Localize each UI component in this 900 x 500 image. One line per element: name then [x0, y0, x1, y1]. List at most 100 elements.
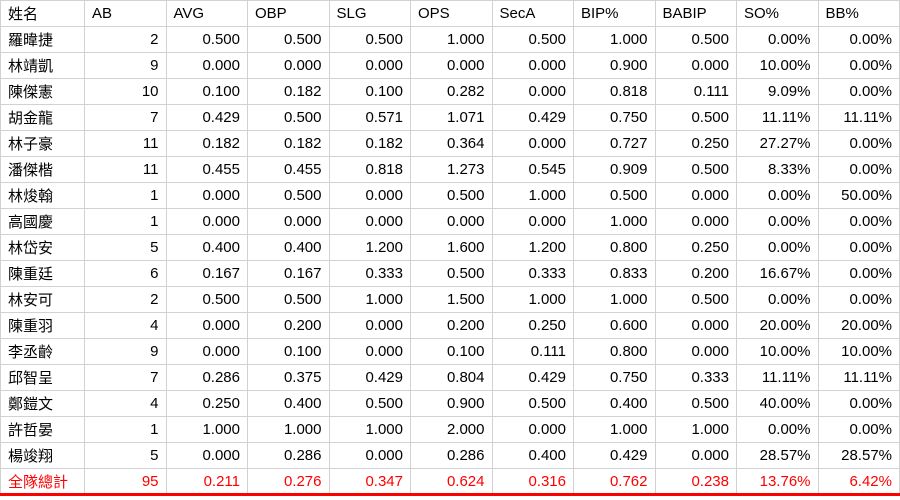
stat-cell[interactable]: 0.00%: [817, 52, 900, 79]
stat-cell[interactable]: 0.500: [654, 26, 737, 53]
stat-cell[interactable]: 0.00%: [817, 234, 900, 261]
stat-cell[interactable]: 9: [84, 52, 167, 79]
stat-cell[interactable]: 0.182: [328, 130, 411, 157]
stat-cell[interactable]: 0.100: [165, 78, 248, 105]
stat-cell[interactable]: 0.000: [654, 208, 737, 235]
stat-cell[interactable]: 0.333: [491, 260, 574, 287]
stat-cell[interactable]: 9.09%: [736, 78, 819, 105]
stat-cell[interactable]: 0.600: [573, 312, 656, 339]
stat-cell[interactable]: 0.182: [247, 78, 330, 105]
stat-cell[interactable]: 0.000: [165, 182, 248, 209]
stat-cell[interactable]: 0.100: [247, 338, 330, 365]
stat-cell[interactable]: 0.250: [165, 390, 248, 417]
player-name-cell[interactable]: 林焌翰: [0, 182, 85, 209]
player-name-cell[interactable]: 邱智呈: [0, 364, 85, 391]
stat-cell[interactable]: 0.000: [328, 312, 411, 339]
stat-cell[interactable]: 0.167: [165, 260, 248, 287]
stat-cell[interactable]: 0.00%: [817, 156, 900, 183]
stat-cell[interactable]: 0.000: [165, 52, 248, 79]
stat-cell[interactable]: 1.000: [410, 26, 493, 53]
stat-cell[interactable]: 0.111: [654, 78, 737, 105]
stat-cell[interactable]: 0.000: [328, 52, 411, 79]
stat-cell[interactable]: 0.400: [247, 234, 330, 261]
team-total-stat-cell[interactable]: 0.347: [328, 468, 411, 496]
stat-cell[interactable]: 16.67%: [736, 260, 819, 287]
stat-cell[interactable]: 0.364: [410, 130, 493, 157]
team-total-stat-cell[interactable]: 0.316: [491, 468, 574, 496]
stat-cell[interactable]: 0.250: [491, 312, 574, 339]
stat-cell[interactable]: 0.500: [491, 26, 574, 53]
stat-cell[interactable]: 1.000: [491, 286, 574, 313]
stat-cell[interactable]: 0.000: [654, 442, 737, 469]
stat-cell[interactable]: 0.429: [491, 364, 574, 391]
stat-cell[interactable]: 1.500: [410, 286, 493, 313]
stat-cell[interactable]: 1.000: [247, 416, 330, 443]
stat-cell[interactable]: 1.071: [410, 104, 493, 131]
stat-cell[interactable]: 28.57%: [817, 442, 900, 469]
stat-cell[interactable]: 0.100: [328, 78, 411, 105]
column-header-10[interactable]: BB%: [817, 0, 900, 27]
stat-cell[interactable]: 0.500: [654, 390, 737, 417]
stat-cell[interactable]: 0.429: [491, 104, 574, 131]
stat-cell[interactable]: 0.000: [491, 208, 574, 235]
stat-cell[interactable]: 11.11%: [736, 364, 819, 391]
stat-cell[interactable]: 0.000: [165, 338, 248, 365]
team-total-label-cell[interactable]: 全隊總計: [0, 468, 85, 496]
stat-cell[interactable]: 0.00%: [736, 234, 819, 261]
stat-cell[interactable]: 0.00%: [736, 416, 819, 443]
stat-cell[interactable]: 0.00%: [736, 208, 819, 235]
stat-cell[interactable]: 1: [84, 182, 167, 209]
stat-cell[interactable]: 0.500: [654, 104, 737, 131]
stat-cell[interactable]: 0.333: [654, 364, 737, 391]
stat-cell[interactable]: 1.200: [491, 234, 574, 261]
stat-cell[interactable]: 8.33%: [736, 156, 819, 183]
team-total-stat-cell[interactable]: 95: [84, 468, 167, 496]
team-total-stat-cell[interactable]: 0.624: [410, 468, 493, 496]
stat-cell[interactable]: 0.571: [328, 104, 411, 131]
stat-cell[interactable]: 0.000: [491, 52, 574, 79]
column-header-7[interactable]: BIP%: [573, 0, 656, 27]
stat-cell[interactable]: 0.545: [491, 156, 574, 183]
stat-cell[interactable]: 5: [84, 442, 167, 469]
stat-cell[interactable]: 6: [84, 260, 167, 287]
stat-cell[interactable]: 0.000: [654, 338, 737, 365]
stat-cell[interactable]: 0.000: [328, 208, 411, 235]
column-header-2[interactable]: AVG: [165, 0, 248, 27]
stat-cell[interactable]: 1.000: [491, 182, 574, 209]
stat-cell[interactable]: 0.00%: [817, 416, 900, 443]
column-header-5[interactable]: OPS: [410, 0, 493, 27]
stat-cell[interactable]: 0.111: [491, 338, 574, 365]
player-name-cell[interactable]: 高國慶: [0, 208, 85, 235]
stat-cell[interactable]: 0.182: [165, 130, 248, 157]
stat-cell[interactable]: 50.00%: [817, 182, 900, 209]
stat-cell[interactable]: 4: [84, 312, 167, 339]
stat-cell[interactable]: 0.455: [247, 156, 330, 183]
stat-cell[interactable]: 0.000: [654, 52, 737, 79]
player-name-cell[interactable]: 李丞齡: [0, 338, 85, 365]
player-name-cell[interactable]: 陳重廷: [0, 260, 85, 287]
stat-cell[interactable]: 0.400: [573, 390, 656, 417]
stat-cell[interactable]: 11.11%: [817, 104, 900, 131]
stat-cell[interactable]: 0.333: [328, 260, 411, 287]
stat-cell[interactable]: 7: [84, 104, 167, 131]
stat-cell[interactable]: 0.900: [410, 390, 493, 417]
column-header-0[interactable]: 姓名: [0, 0, 85, 27]
stat-cell[interactable]: 0.000: [491, 130, 574, 157]
stat-cell[interactable]: 1.273: [410, 156, 493, 183]
stat-cell[interactable]: 0.000: [165, 312, 248, 339]
stat-cell[interactable]: 0.00%: [817, 130, 900, 157]
stat-cell[interactable]: 0.00%: [736, 286, 819, 313]
stat-cell[interactable]: 20.00%: [817, 312, 900, 339]
column-header-8[interactable]: BABIP: [654, 0, 737, 27]
stat-cell[interactable]: 0.500: [410, 182, 493, 209]
stat-cell[interactable]: 0.500: [247, 26, 330, 53]
stat-cell[interactable]: 0.818: [573, 78, 656, 105]
stat-cell[interactable]: 0.500: [491, 390, 574, 417]
stat-cell[interactable]: 0.000: [247, 52, 330, 79]
stat-cell[interactable]: 0.100: [410, 338, 493, 365]
column-header-6[interactable]: SecA: [491, 0, 574, 27]
stat-cell[interactable]: 0.400: [491, 442, 574, 469]
stat-cell[interactable]: 1.600: [410, 234, 493, 261]
stat-cell[interactable]: 1.000: [328, 416, 411, 443]
column-header-9[interactable]: SO%: [736, 0, 819, 27]
